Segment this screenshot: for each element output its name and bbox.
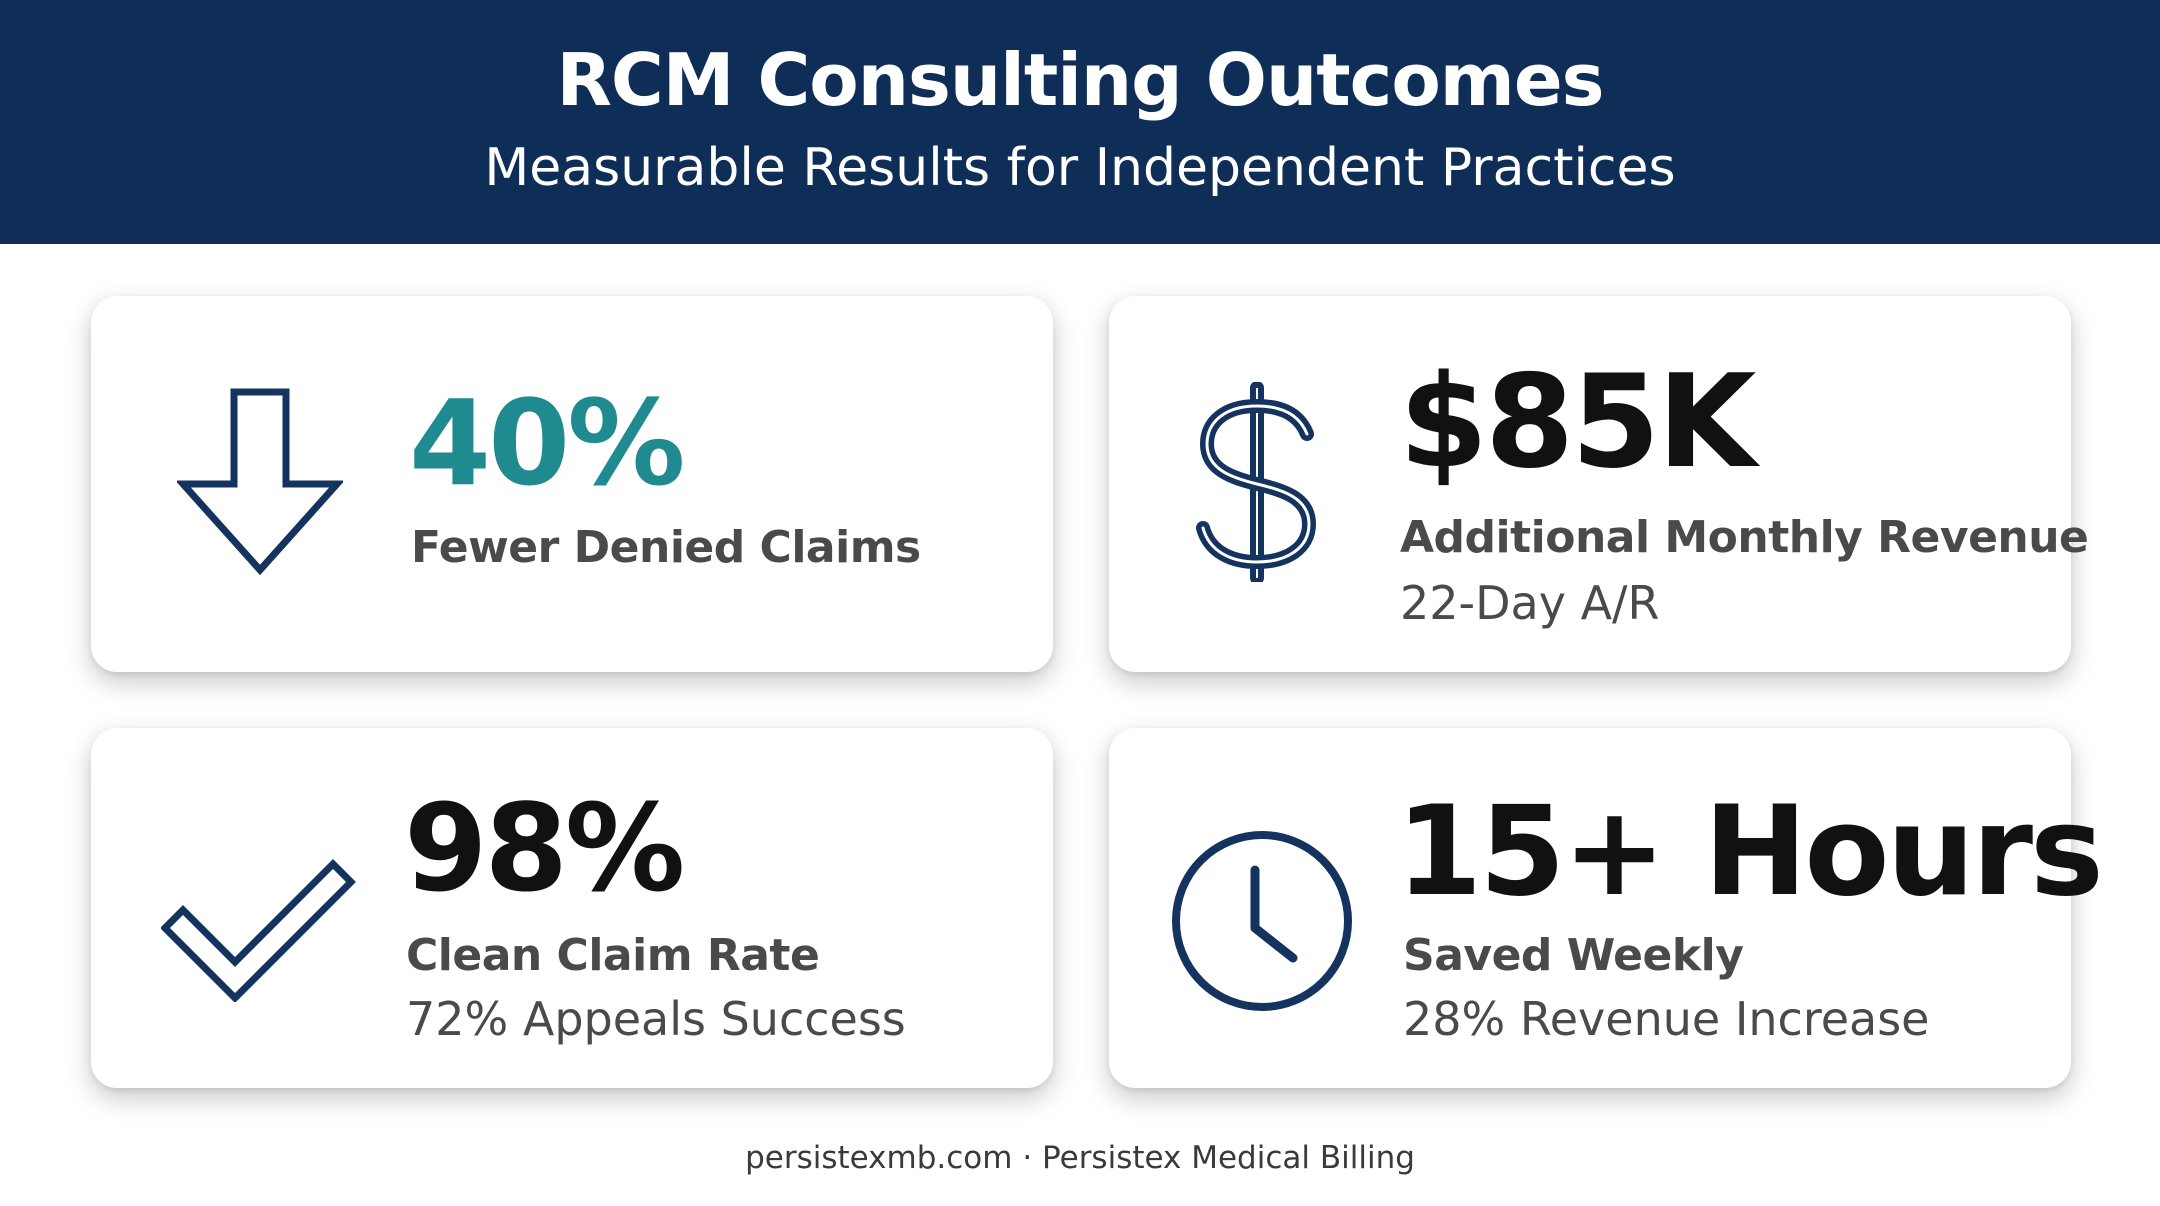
metric-label: Saved Weekly	[1403, 930, 1744, 981]
metric-subtext: 72% Appeals Success	[406, 992, 906, 1046]
header-banner: RCM Consulting Outcomes Measurable Resul…	[0, 0, 2160, 244]
metric-subtext: 28% Revenue Increase	[1403, 992, 1930, 1046]
metric-label: Fewer Denied Claims	[411, 522, 921, 573]
metric-label: Clean Claim Rate	[406, 930, 820, 981]
page-subtitle: Measurable Results for Independent Pract…	[484, 138, 1676, 198]
metric-value: 98%	[404, 780, 685, 919]
checkmark-icon	[161, 838, 357, 1002]
outcome-card-denied-claims: 40% Fewer Denied Claims	[91, 296, 1053, 672]
dollar-icon	[1195, 382, 1325, 582]
metric-value: 40%	[409, 374, 685, 512]
page-title: RCM Consulting Outcomes	[556, 38, 1604, 122]
metric-subtext: 22-Day A/R	[1400, 576, 1660, 630]
metric-value: $85K	[1399, 348, 1756, 497]
outcome-card-hours-saved: 15+ Hours Saved Weekly 28% Revenue Incre…	[1109, 728, 2104, 1088]
outcome-card-revenue: $85K Additional Monthly Revenue 22-Day A…	[1109, 296, 2089, 672]
clock-icon	[1169, 828, 1355, 1014]
metric-label: Additional Monthly Revenue	[1400, 512, 2089, 563]
metric-value: 15+ Hours	[1396, 780, 2104, 924]
footer-credit: persistexmb.com · Persistex Medical Bill…	[745, 1140, 1415, 1176]
outcome-card-clean-claims: 98% Clean Claim Rate 72% Appeals Success	[91, 728, 1053, 1088]
arrow-down-icon	[177, 388, 343, 576]
